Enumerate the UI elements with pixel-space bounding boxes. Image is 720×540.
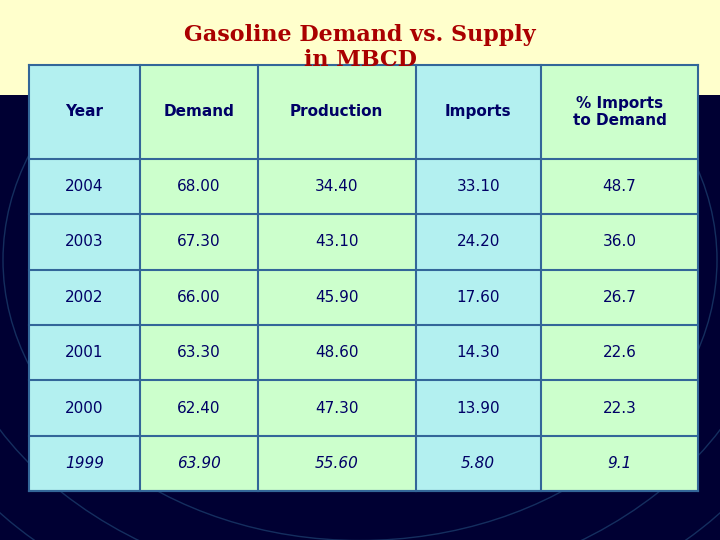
Text: 26.7: 26.7 — [603, 290, 636, 305]
Text: 2000: 2000 — [65, 401, 104, 416]
Text: 34.40: 34.40 — [315, 179, 359, 194]
Text: Imports: Imports — [445, 104, 511, 119]
Text: 2001: 2001 — [65, 345, 104, 360]
Text: 48.7: 48.7 — [603, 179, 636, 194]
Text: 36.0: 36.0 — [603, 234, 636, 249]
Text: 22.3: 22.3 — [603, 401, 636, 416]
Text: 63.30: 63.30 — [177, 345, 221, 360]
Text: 33.10: 33.10 — [456, 179, 500, 194]
Text: Demand: Demand — [163, 104, 234, 119]
Text: 68.00: 68.00 — [177, 179, 220, 194]
Text: 43.10: 43.10 — [315, 234, 359, 249]
Text: 17.60: 17.60 — [456, 290, 500, 305]
Text: 55.60: 55.60 — [315, 456, 359, 471]
Text: 24.20: 24.20 — [456, 234, 500, 249]
Text: 47.30: 47.30 — [315, 401, 359, 416]
Text: 13.90: 13.90 — [456, 401, 500, 416]
Text: 14.30: 14.30 — [456, 345, 500, 360]
Text: 9.1: 9.1 — [608, 456, 632, 471]
Text: 2004: 2004 — [65, 179, 104, 194]
Text: 63.90: 63.90 — [177, 456, 221, 471]
Text: 45.90: 45.90 — [315, 290, 359, 305]
Text: % Imports
to Demand: % Imports to Demand — [572, 96, 667, 128]
Text: 2003: 2003 — [65, 234, 104, 249]
Text: 22.6: 22.6 — [603, 345, 636, 360]
Text: 5.80: 5.80 — [461, 456, 495, 471]
Text: 62.40: 62.40 — [177, 401, 220, 416]
Text: Production: Production — [290, 104, 384, 119]
Text: Gasoline Demand vs. Supply
in MBCD: Gasoline Demand vs. Supply in MBCD — [184, 24, 536, 71]
Text: 66.00: 66.00 — [177, 290, 221, 305]
Text: 1999: 1999 — [65, 456, 104, 471]
Text: Year: Year — [66, 104, 103, 119]
Text: 2002: 2002 — [65, 290, 104, 305]
Text: 48.60: 48.60 — [315, 345, 359, 360]
Text: 67.30: 67.30 — [177, 234, 221, 249]
